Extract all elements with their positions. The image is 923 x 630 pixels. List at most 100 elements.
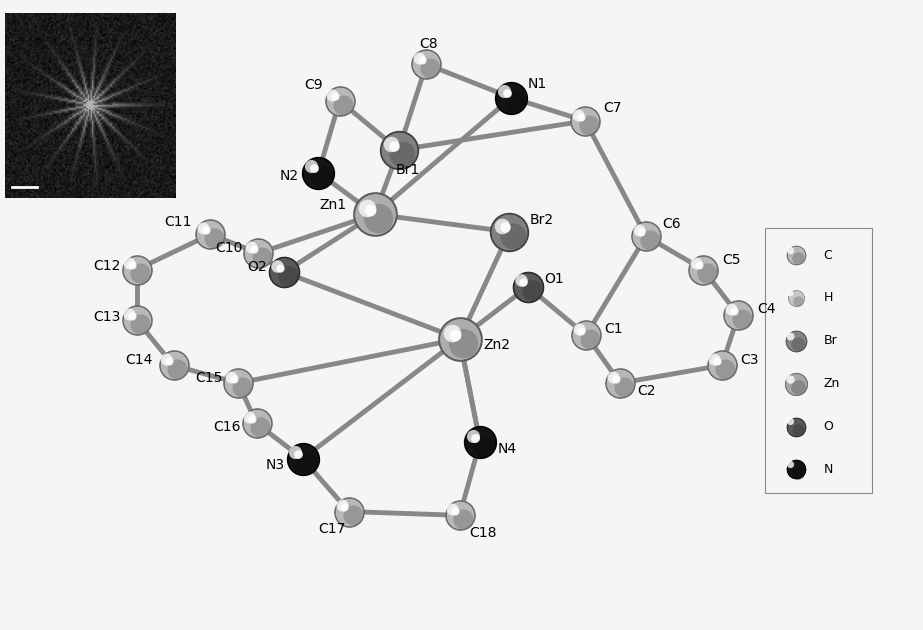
- Point: [788, 293, 803, 303]
- Point: [129, 265, 144, 275]
- Point: [251, 248, 266, 258]
- Point: [573, 112, 588, 122]
- Point: [788, 421, 803, 432]
- Point: [452, 510, 467, 520]
- Text: N3: N3: [266, 458, 284, 472]
- Point: [783, 331, 797, 341]
- Point: [791, 467, 806, 478]
- Point: [159, 354, 174, 364]
- Point: [304, 161, 318, 171]
- Point: [270, 261, 284, 271]
- Point: [419, 59, 434, 69]
- Text: C1: C1: [605, 322, 623, 336]
- Point: [714, 360, 729, 370]
- Point: [788, 336, 803, 346]
- Point: [203, 229, 218, 239]
- Text: O: O: [823, 420, 833, 433]
- Point: [395, 149, 410, 159]
- Text: C14: C14: [125, 353, 152, 367]
- Point: [639, 231, 653, 241]
- Text: Zn: Zn: [823, 377, 840, 390]
- Point: [244, 242, 258, 252]
- Point: [125, 260, 139, 270]
- Point: [689, 258, 703, 268]
- Point: [452, 334, 467, 344]
- Point: [791, 296, 806, 306]
- Point: [608, 374, 623, 384]
- Point: [325, 89, 340, 100]
- Point: [311, 168, 326, 178]
- Point: [516, 277, 531, 287]
- Point: [502, 227, 517, 237]
- Point: [791, 425, 806, 435]
- Point: [495, 220, 509, 231]
- Point: [791, 382, 806, 392]
- Text: O2: O2: [246, 260, 267, 274]
- Text: Br1: Br1: [396, 163, 420, 177]
- Point: [497, 222, 512, 232]
- Text: N: N: [823, 463, 833, 476]
- Point: [504, 93, 519, 103]
- Point: [571, 324, 586, 334]
- Point: [639, 231, 653, 241]
- Point: [448, 506, 462, 516]
- Point: [788, 293, 803, 303]
- Text: C6: C6: [663, 217, 681, 231]
- Point: [707, 354, 722, 364]
- Point: [384, 139, 399, 149]
- Point: [791, 339, 806, 349]
- Point: [166, 360, 181, 370]
- Text: Br: Br: [823, 335, 837, 347]
- Point: [579, 330, 593, 340]
- Text: C5: C5: [722, 253, 740, 267]
- Point: [735, 314, 749, 324]
- Text: H: H: [823, 292, 833, 304]
- Point: [253, 422, 268, 432]
- Point: [714, 360, 729, 370]
- Point: [255, 252, 270, 262]
- Point: [456, 338, 471, 348]
- Point: [170, 364, 185, 374]
- Point: [342, 507, 356, 517]
- Point: [334, 500, 349, 510]
- Point: [783, 245, 797, 255]
- Point: [295, 454, 310, 464]
- Point: [129, 315, 144, 325]
- Point: [642, 235, 657, 245]
- Point: [272, 263, 287, 273]
- Point: [508, 96, 522, 106]
- Text: C12: C12: [93, 260, 121, 273]
- Point: [249, 418, 264, 428]
- Point: [613, 378, 628, 388]
- Point: [452, 510, 467, 520]
- Text: N1: N1: [528, 77, 546, 91]
- Point: [242, 412, 257, 422]
- Point: [513, 275, 528, 285]
- Point: [788, 250, 803, 260]
- Point: [791, 253, 806, 263]
- Text: N2: N2: [280, 169, 298, 183]
- Point: [731, 310, 746, 320]
- Text: N4: N4: [498, 442, 517, 455]
- Point: [281, 271, 295, 281]
- Point: [521, 282, 535, 292]
- Point: [391, 145, 406, 155]
- Point: [783, 374, 797, 384]
- Point: [617, 382, 631, 392]
- Text: C17: C17: [318, 522, 346, 536]
- Point: [231, 378, 246, 388]
- Text: C11: C11: [164, 215, 192, 229]
- Point: [336, 100, 351, 110]
- Point: [245, 414, 259, 424]
- Point: [288, 447, 303, 457]
- Point: [363, 205, 378, 215]
- Point: [605, 372, 620, 382]
- Point: [367, 209, 382, 219]
- Point: [788, 421, 803, 432]
- Text: C15: C15: [195, 371, 222, 385]
- Text: C8: C8: [419, 37, 438, 51]
- Point: [456, 514, 471, 524]
- Point: [337, 502, 352, 512]
- Point: [696, 265, 711, 275]
- Point: [578, 116, 593, 126]
